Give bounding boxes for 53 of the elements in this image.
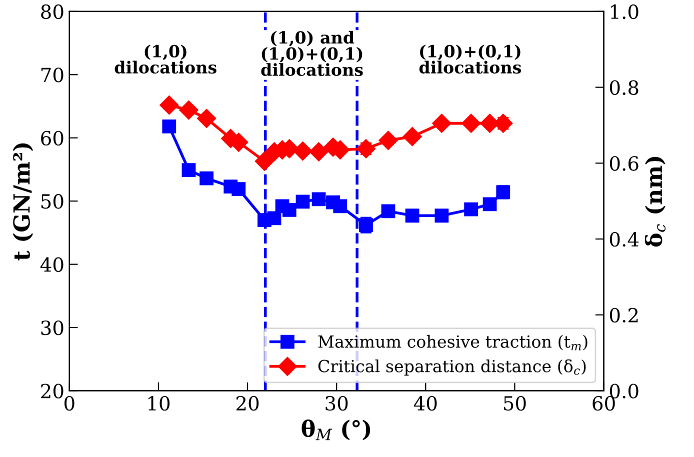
point xyxy=(405,208,420,223)
point xyxy=(254,152,274,171)
y2-tick-label: 0.4 xyxy=(610,232,639,247)
point xyxy=(232,182,246,196)
x-tick-label: 20 xyxy=(236,396,259,411)
y-tick-label: 20 xyxy=(41,384,64,398)
annotation: (1,0)+(0,1) dilocations xyxy=(419,44,522,74)
y-tick-label: 80 xyxy=(41,4,64,20)
legend-label: Maximum cohesive traction (t$_{m}$) xyxy=(318,334,588,350)
y-tick-label: 70 xyxy=(41,68,64,82)
y2-tick-label: 0.2 xyxy=(610,308,638,323)
point xyxy=(462,114,481,133)
point xyxy=(282,202,296,217)
y2-tick-label: 0.6 xyxy=(610,156,638,171)
point xyxy=(197,108,216,128)
point xyxy=(434,208,449,223)
point xyxy=(162,120,176,134)
point xyxy=(333,199,348,214)
x-tick-label: 10 xyxy=(148,396,170,411)
point xyxy=(200,171,214,186)
point xyxy=(312,192,326,206)
point xyxy=(356,139,376,158)
point xyxy=(293,141,312,161)
y-tick-label: 30 xyxy=(41,320,64,336)
x-tick-label: 0 xyxy=(64,396,74,411)
point xyxy=(296,194,310,209)
point xyxy=(432,114,452,133)
y-tick-label: 40 xyxy=(40,257,64,272)
y2-axis-title: δ$_{c}$ (nm) xyxy=(644,156,666,247)
point xyxy=(160,96,179,115)
x-tick-label: 60 xyxy=(592,396,615,411)
y2-tick-label: 0.8 xyxy=(610,80,638,95)
point xyxy=(402,127,422,146)
y2-tick-label: 0.0 xyxy=(610,384,638,398)
y-tick-label: 60 xyxy=(41,130,64,146)
x-tick-label: 30 xyxy=(326,396,348,411)
legend-label: Critical separation distance (δ$_{c}$) xyxy=(318,359,586,376)
x-axis-title: θ$_{M}$ (°) xyxy=(302,420,370,440)
point xyxy=(464,202,478,216)
point xyxy=(482,197,497,212)
point xyxy=(267,211,282,226)
point xyxy=(381,204,396,218)
x-tick-label: 40 xyxy=(414,396,437,411)
annotation: (1,0) and (1,0)+(0,1) dilocations xyxy=(261,30,363,76)
y2-tick-label: 1.0 xyxy=(611,4,638,20)
point xyxy=(182,163,196,178)
y-axis-title: t (GN/m²) xyxy=(12,143,34,260)
x-tick-label: 50 xyxy=(504,396,526,411)
annotation: (1,0) dilocations xyxy=(114,44,216,74)
y-tick-label: 50 xyxy=(41,194,64,209)
point xyxy=(309,142,328,162)
point xyxy=(179,100,198,120)
point xyxy=(378,130,398,150)
